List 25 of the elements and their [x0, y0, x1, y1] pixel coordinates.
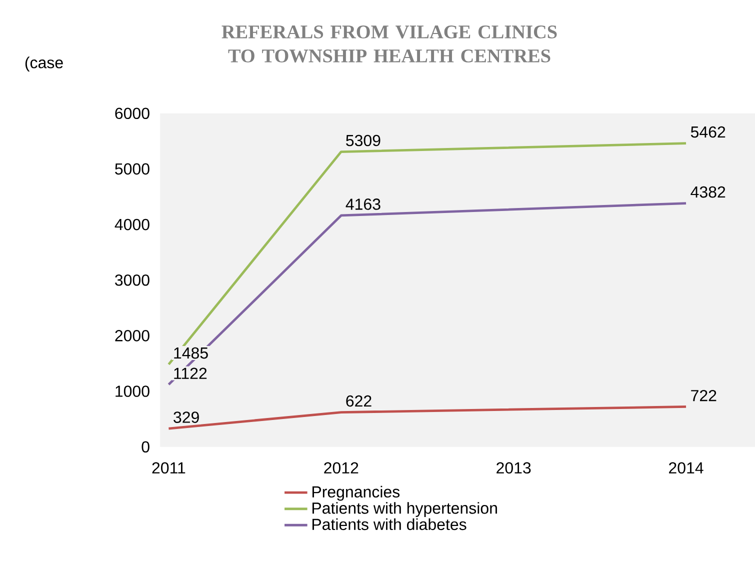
- data-label: 5309: [346, 134, 380, 146]
- data-label: 1122: [174, 368, 207, 379]
- y-tick-label: 5000: [115, 163, 150, 175]
- data-label: 1485: [174, 347, 208, 359]
- data-label: 622: [346, 395, 372, 407]
- x-tick-label: 2014: [669, 462, 704, 474]
- y-tick-label: 0: [142, 441, 150, 453]
- data-label: 5462: [690, 126, 726, 138]
- y-tick-label: 3000: [115, 274, 150, 286]
- y-axis-title: (case: [25, 56, 63, 72]
- x-tick-label: 2013: [496, 462, 531, 474]
- legend-label: Patients with hypertension: [312, 502, 497, 518]
- legend-label: Pregnancies: [312, 486, 400, 501]
- data-label: 4382: [690, 186, 726, 198]
- y-tick-label: 1000: [116, 386, 150, 397]
- data-label: 329: [174, 412, 199, 423]
- y-tick-label: 6000: [115, 108, 150, 120]
- data-label: 722: [691, 390, 716, 402]
- data-label: 4163: [346, 198, 380, 210]
- y-tick-label: 4000: [114, 218, 150, 230]
- legend-label: Patients with diabetes: [312, 518, 466, 530]
- chart-title: REFERALS FROM VILAGE CLINICS TO TOWNSHIP HEALTH CENTRES: [222, 26, 557, 63]
- x-tick-label: 2011: [152, 462, 186, 474]
- y-tick-label: 2000: [115, 330, 150, 342]
- x-tick-label: 2012: [324, 462, 358, 474]
